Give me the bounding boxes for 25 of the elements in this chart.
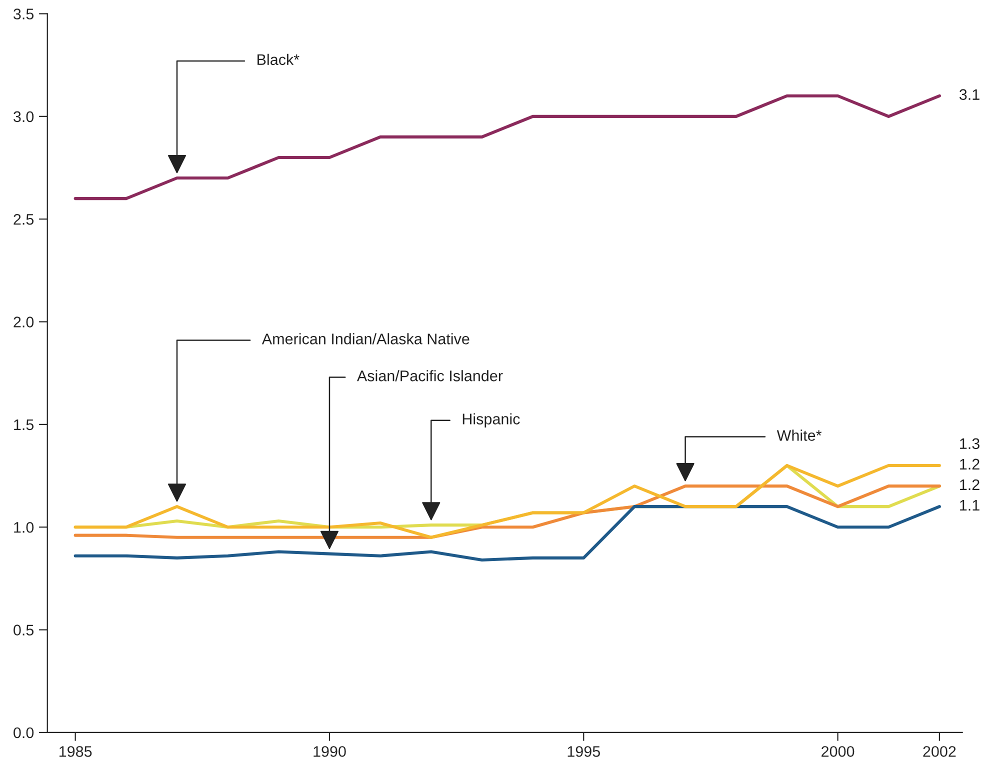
annotation: White* bbox=[776, 430, 822, 441]
x-tick-label: 1990 bbox=[314, 746, 346, 757]
y-tick-label: 2.0 bbox=[14, 316, 34, 328]
y-tick-label: 2.5 bbox=[14, 214, 34, 225]
data-label: 1.3 bbox=[960, 438, 980, 450]
y-tick-label: 0.5 bbox=[14, 624, 34, 636]
x-tick-label: 2002 bbox=[923, 746, 956, 757]
annotation: Black* bbox=[258, 54, 300, 66]
y-tick-label: 3.5 bbox=[14, 8, 34, 20]
data-label: 1.2 bbox=[960, 458, 980, 470]
x-tick-label: 1985 bbox=[60, 746, 92, 757]
data-label: 1.2 bbox=[960, 479, 980, 490]
y-tick-label: 3.0 bbox=[14, 111, 34, 122]
data-label: 3.1 bbox=[959, 89, 980, 100]
y-tick-label: 1.5 bbox=[14, 419, 34, 430]
data-label: 1.1 bbox=[960, 500, 980, 511]
y-tick-label: 0.0 bbox=[14, 727, 34, 738]
x-tick-label: 1995 bbox=[568, 746, 600, 757]
annotation: Hispanic bbox=[462, 413, 520, 428]
y-tick-label: 1.0 bbox=[14, 522, 34, 533]
annotation: American Indian/Alaska Native bbox=[262, 333, 470, 344]
line-series bbox=[74, 94, 941, 200]
line-series bbox=[74, 505, 941, 562]
x-tick-label: 2000 bbox=[822, 746, 854, 757]
annotation: Asian/Pacific Islander bbox=[356, 370, 503, 382]
